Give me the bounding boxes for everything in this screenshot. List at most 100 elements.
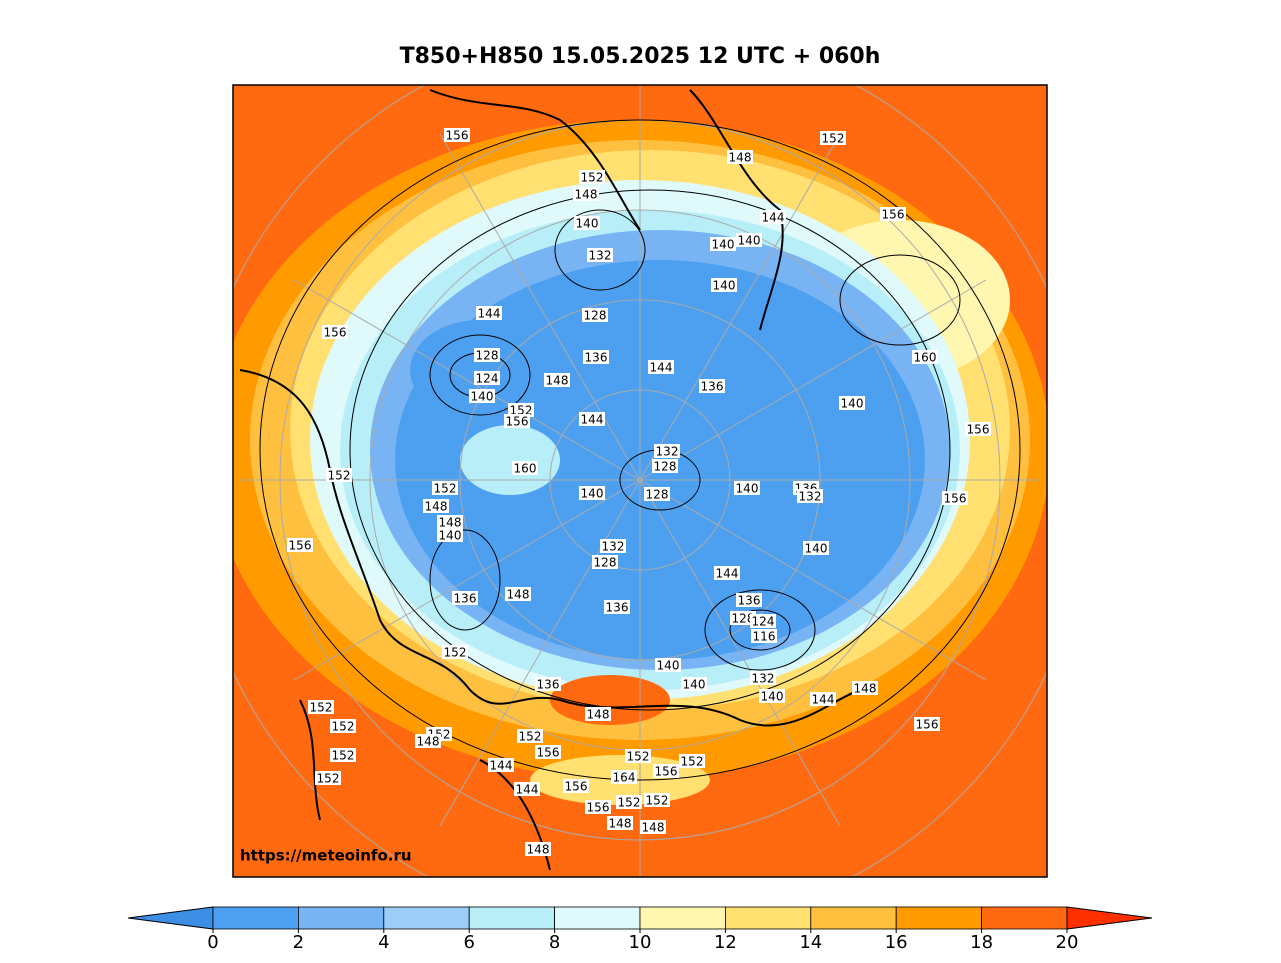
label-box — [574, 216, 600, 230]
contour-label: 140 — [736, 482, 759, 496]
contour-label: 132 — [589, 249, 612, 263]
contour-label: 144 — [516, 783, 539, 797]
contour-label: 136 — [537, 678, 560, 692]
contour-label: 128 — [584, 309, 607, 323]
contour-label: 144 — [762, 211, 785, 225]
colorbar-tick-label: 6 — [463, 932, 474, 953]
label-box — [587, 248, 613, 262]
contour-label: 156 — [967, 423, 990, 437]
label-box — [535, 745, 561, 759]
contour-label: 116 — [753, 630, 776, 644]
contour-label: 152 — [681, 755, 704, 769]
colorbar-tick-label: 18 — [970, 932, 993, 953]
contour-label: 148 — [587, 708, 610, 722]
label-box — [517, 729, 543, 743]
contour-label: 156 — [324, 326, 347, 340]
colorbar-segment — [725, 906, 812, 930]
label-box — [512, 461, 538, 475]
label-box — [711, 278, 737, 292]
contour-label: 152 — [317, 772, 340, 786]
contour-label: 140 — [581, 487, 604, 501]
contour-label: 156 — [446, 129, 469, 143]
contour-label: 140 — [712, 238, 735, 252]
colorbar-segment — [554, 906, 641, 930]
colorbar-segment — [383, 906, 470, 930]
label-box — [476, 306, 502, 320]
colorbar-over — [1066, 906, 1153, 930]
label-box — [760, 210, 786, 224]
label-box — [652, 459, 678, 473]
label-box — [474, 371, 500, 385]
contour-label: 148 — [575, 188, 598, 202]
contour-label: 128 — [732, 612, 755, 626]
label-box — [415, 734, 441, 748]
label-box — [699, 379, 725, 393]
label-box — [839, 396, 865, 410]
label-box — [710, 237, 736, 251]
label-box — [582, 308, 608, 322]
label-box — [585, 800, 611, 814]
label-box — [583, 350, 609, 364]
label-box — [579, 412, 605, 426]
contour-label: 128 — [594, 556, 617, 570]
contour-label: 140 — [439, 529, 462, 543]
contour-label: 156 — [289, 539, 312, 553]
contour-label: 148 — [507, 588, 530, 602]
label-box — [644, 793, 670, 807]
label-box — [644, 487, 670, 501]
colorbar-segment — [468, 906, 556, 930]
contour-label: 128 — [476, 349, 499, 363]
label-box — [797, 489, 823, 503]
map-title: T850+H850 15.05.2025 12 UTC + 060h — [400, 44, 881, 69]
contour-label: 144 — [716, 567, 739, 581]
label-box — [579, 170, 605, 184]
contour-label: 136 — [585, 351, 608, 365]
label-box — [488, 758, 514, 772]
label-box — [563, 779, 589, 793]
contour-label: 152 — [332, 720, 355, 734]
contour-label: 140 — [576, 217, 599, 231]
label-box — [437, 528, 463, 542]
label-box — [852, 681, 878, 695]
contour-label: 148 — [854, 682, 877, 696]
label-box — [654, 444, 680, 458]
contour-label: 152 — [444, 646, 467, 660]
contour-label: 140 — [738, 234, 761, 248]
watermark: https://meteoinfo.ru — [240, 847, 412, 865]
label-box — [727, 150, 753, 164]
colorbar-segment — [895, 906, 983, 930]
label-box — [326, 468, 352, 482]
contour-label: 136 — [738, 594, 761, 608]
contour-label: 152 — [822, 132, 845, 146]
contour-label: 132 — [602, 540, 625, 554]
label-box — [330, 748, 356, 762]
contour-label: 156 — [655, 765, 678, 779]
contour-label: 164 — [613, 771, 636, 785]
colorbar-tick-label: 2 — [293, 932, 304, 953]
label-box — [437, 515, 463, 529]
contour-label: 124 — [476, 372, 499, 386]
colorbar-under — [127, 906, 214, 930]
label-box — [750, 671, 776, 685]
label-box — [681, 677, 707, 691]
label-box — [714, 566, 740, 580]
colorbar-tick-label: 16 — [885, 932, 908, 953]
contour-label: 128 — [654, 460, 677, 474]
contour-label: 152 — [618, 796, 641, 810]
label-box — [585, 707, 611, 721]
contour-label: 152 — [328, 469, 351, 483]
label-box — [604, 600, 630, 614]
label-box — [474, 348, 500, 362]
contour-label: 156 — [565, 780, 588, 794]
label-box — [942, 491, 968, 505]
contour-label: 128 — [646, 488, 669, 502]
label-box — [308, 700, 334, 714]
contour-label: 140 — [657, 659, 680, 673]
colorbar-tick-label: 20 — [1056, 932, 1079, 953]
label-box — [514, 782, 540, 796]
contour-label: 140 — [805, 542, 828, 556]
colorbar-tick-label: 0 — [207, 932, 218, 953]
colorbar-tick-label: 10 — [629, 932, 652, 953]
contour-label: 152 — [434, 482, 457, 496]
